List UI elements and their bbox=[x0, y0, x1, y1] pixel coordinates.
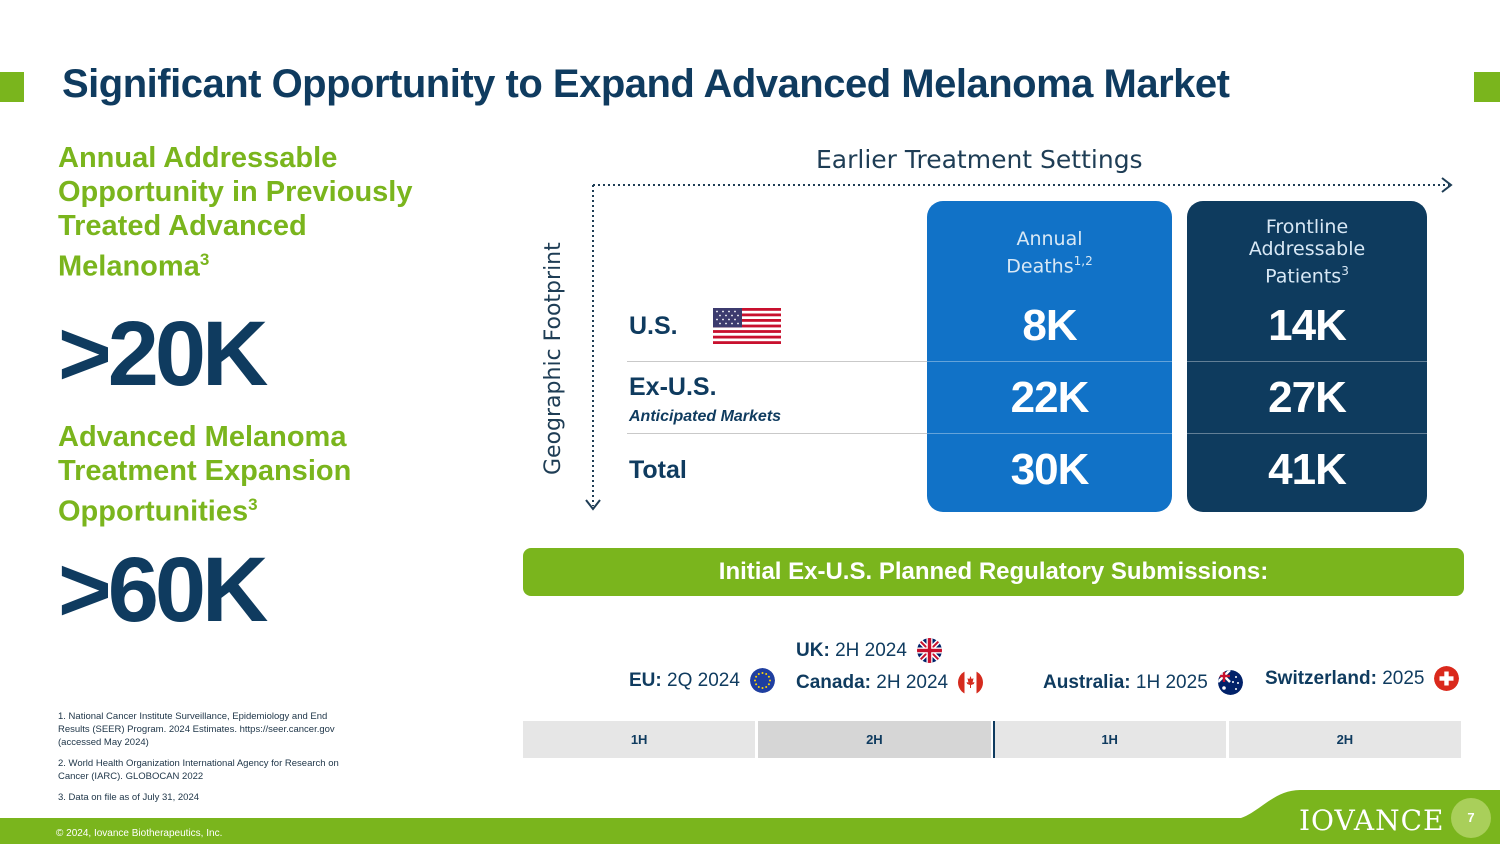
row-label-exus: Ex-U.S. bbox=[629, 373, 717, 401]
frontline-exus: 27K bbox=[1268, 373, 1347, 422]
switzerland-flag-icon bbox=[1434, 666, 1460, 691]
iovance-logo: IOVANCE bbox=[1299, 804, 1445, 837]
us-flag-icon bbox=[713, 308, 781, 344]
frontline-us: 14K bbox=[1268, 301, 1347, 350]
timeline-2024-1h: 1H bbox=[523, 721, 756, 758]
expansion-heading: Advanced Melanoma Treatment Expansion Op… bbox=[58, 420, 418, 529]
annual-deaths-total: 30K bbox=[1010, 445, 1090, 494]
corner-accent-left bbox=[0, 72, 24, 102]
addressable-value: >20K bbox=[58, 303, 268, 405]
corner-accent-right bbox=[1474, 72, 1500, 102]
submission-australia-label: Australia: bbox=[1043, 671, 1131, 693]
addressable-heading-sup: 3 bbox=[199, 250, 210, 269]
row-divider-1 bbox=[627, 361, 927, 362]
axis-side-arrowhead bbox=[585, 499, 601, 511]
annual-deaths-header-line2: Deaths bbox=[1006, 255, 1074, 278]
submission-uk-label: UK: bbox=[796, 639, 830, 661]
footnote-3: 3. Data on file as of July 31, 2024 bbox=[58, 792, 200, 803]
axis-top-arrowhead bbox=[1441, 177, 1453, 193]
submission-switzerland-date: 2025 bbox=[1382, 667, 1425, 689]
annual-deaths-header: Annual bbox=[927, 228, 1172, 250]
expansion-heading-sup: 3 bbox=[248, 495, 258, 514]
addressable-heading: Annual Addressable Opportunity in Previo… bbox=[58, 141, 458, 284]
annual-deaths-column: Annual Deaths1,2 8K 22K 30K bbox=[927, 201, 1172, 512]
australia-flag-icon bbox=[1217, 670, 1243, 695]
footnote-2: 2. World Health Organization Internation… bbox=[58, 758, 339, 782]
col-a-divider-2 bbox=[927, 433, 1172, 434]
timeline-bar: 1H 2H 1H 2H bbox=[523, 721, 1464, 758]
page-number: 7 bbox=[1451, 798, 1491, 838]
frontline-total: 41K bbox=[1268, 445, 1347, 494]
annual-deaths-sup: 1,2 bbox=[1073, 254, 1093, 268]
eu-flag-icon bbox=[749, 668, 775, 693]
submission-eu-date: 2Q 2024 bbox=[667, 669, 740, 691]
timeline-2025-1h: 1H bbox=[993, 721, 1226, 758]
submission-australia: Australia: 1H 2025 bbox=[1043, 670, 1243, 695]
expansion-heading-text: Advanced Melanoma Treatment Expansion Op… bbox=[58, 421, 352, 528]
submission-canada-label: Canada: bbox=[796, 671, 871, 693]
uk-flag-icon bbox=[916, 638, 942, 663]
annual-deaths-header-line1: Annual bbox=[1016, 228, 1083, 250]
canada-flag-icon bbox=[958, 670, 984, 695]
submission-canada: Canada: 2H 2024 bbox=[796, 670, 984, 695]
submission-uk-date: 2H 2024 bbox=[835, 639, 907, 661]
submissions-banner: Initial Ex-U.S. Planned Regulatory Submi… bbox=[523, 548, 1464, 596]
timeline-2025-2h: 2H bbox=[1228, 721, 1461, 758]
timeline-2024-2h: 2H bbox=[758, 721, 991, 758]
annual-deaths-exus: 22K bbox=[1010, 373, 1090, 422]
copyright-text: © 2024, Iovance Biotherapeutics, Inc. bbox=[56, 828, 223, 839]
row-divider-2 bbox=[627, 433, 927, 434]
frontline-header-line1: Frontline bbox=[1265, 216, 1349, 238]
row-sublabel-exus: Anticipated Markets bbox=[629, 408, 782, 425]
col-a-divider-1 bbox=[927, 361, 1172, 362]
timeline-today-marker bbox=[993, 721, 995, 758]
frontline-sup: 3 bbox=[1341, 264, 1349, 278]
footer-bar bbox=[0, 818, 1500, 844]
axis-arrows bbox=[585, 177, 1453, 511]
submission-switzerland-label: Switzerland: bbox=[1265, 667, 1377, 689]
submission-eu-label: EU: bbox=[629, 669, 662, 691]
row-label-us: U.S. bbox=[629, 312, 678, 340]
submission-eu: EU: 2Q 2024 bbox=[629, 668, 775, 693]
annual-deaths-header-2: Deaths1,2 bbox=[927, 250, 1172, 277]
frontline-header-line2: Addressable bbox=[1248, 238, 1366, 260]
footnotes: 1. National Cancer Institute Surveillanc… bbox=[58, 710, 348, 812]
row-label-total: Total bbox=[629, 456, 687, 484]
axis-side-label: Geographic Footprint bbox=[541, 242, 566, 475]
submission-australia-date: 1H 2025 bbox=[1135, 671, 1208, 693]
submission-canada-date: 2H 2024 bbox=[876, 671, 949, 693]
submission-switzerland: Switzerland: 2025 bbox=[1265, 666, 1460, 691]
expansion-value: >60K bbox=[58, 539, 268, 641]
footer-curve bbox=[1230, 790, 1500, 820]
frontline-patients-column: Frontline Addressable Patients3 14K 27K … bbox=[1187, 201, 1427, 512]
col-b-divider-1 bbox=[1187, 361, 1427, 362]
frontline-header-line3: Patients bbox=[1265, 265, 1342, 288]
page-title: Significant Opportunity to Expand Advanc… bbox=[62, 62, 1230, 106]
addressable-heading-text: Annual Addressable Opportunity in Previo… bbox=[58, 142, 413, 283]
col-b-divider-2 bbox=[1187, 433, 1427, 434]
submission-uk: UK: 2H 2024 bbox=[796, 638, 942, 663]
footnote-1: 1. National Cancer Institute Surveillanc… bbox=[58, 711, 335, 748]
frontline-header-3: Patients3 bbox=[1187, 260, 1427, 287]
axis-top-label: Earlier Treatment Settings bbox=[816, 145, 1143, 174]
annual-deaths-us: 8K bbox=[1022, 301, 1077, 350]
